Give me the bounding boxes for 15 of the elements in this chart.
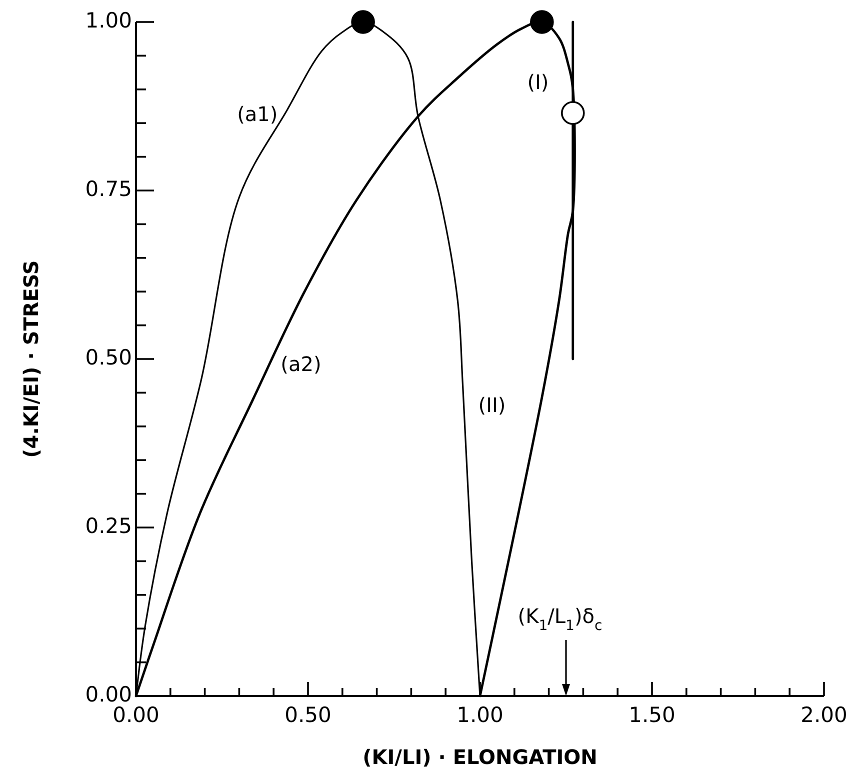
- x-tick-label: 1.50: [628, 703, 676, 727]
- series-label: (a1): [237, 102, 278, 126]
- series-label: (a2): [280, 352, 322, 376]
- annotation: (K$_{1}$/L$_{1}$)δ$_{c}$: [518, 604, 602, 634]
- y-axis-title: (4.KI/EI) · STRESS: [19, 260, 43, 458]
- annotation: (I): [527, 70, 549, 94]
- x-tick-label: 0.50: [284, 703, 332, 727]
- annotation: (II): [478, 393, 506, 418]
- y-tick-label: 0.25: [85, 514, 132, 538]
- x-tick-label: 1.00: [456, 703, 504, 727]
- y-tick-label: 0.50: [85, 346, 132, 370]
- x-axis-title: (KI/LI) · ELONGATION: [362, 745, 598, 769]
- x-tick-label: 2.00: [800, 703, 848, 727]
- y-tick-label: 1.00: [85, 8, 132, 33]
- y-tick-label: 0.75: [85, 177, 132, 202]
